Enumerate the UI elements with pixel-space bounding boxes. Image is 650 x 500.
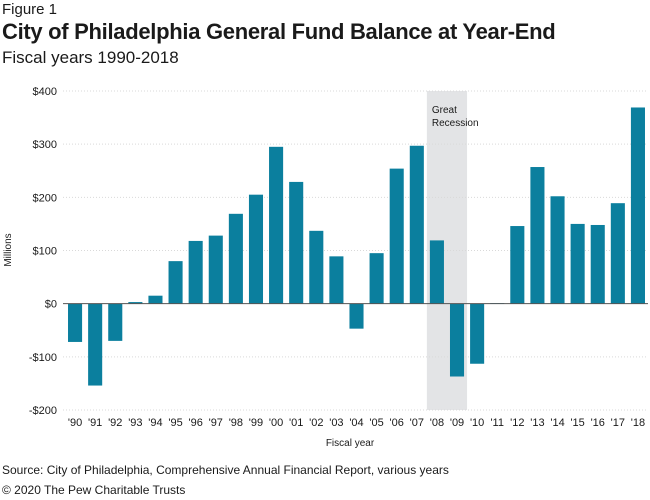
- x-tick-label: '06: [390, 417, 404, 429]
- y-axis-label: Millions: [3, 233, 14, 266]
- bar-18: [630, 107, 645, 304]
- x-tick-label: '14: [550, 417, 564, 429]
- x-tick-label: '13: [530, 417, 544, 429]
- bar-95: [168, 261, 183, 304]
- bar-04: [349, 303, 364, 329]
- x-tick-label: '02: [309, 417, 323, 429]
- bar-96: [188, 240, 203, 304]
- chart-subtitle: Fiscal years 1990-2018: [2, 48, 179, 67]
- bar-93: [128, 302, 143, 304]
- copyright-note: © 2020 The Pew Charitable Trusts: [2, 483, 186, 497]
- bar-98: [228, 213, 243, 304]
- x-tick-label: '99: [249, 417, 263, 429]
- y-axis-ticks: -$200 -$100 $0 $100 $200 $300 $400: [29, 86, 57, 417]
- y-tick-label: $400: [33, 86, 57, 98]
- x-tick-label: '04: [349, 417, 363, 429]
- x-tick-label: '18: [631, 417, 645, 429]
- x-axis-label: Fiscal year: [326, 438, 375, 449]
- bar-94: [148, 295, 163, 304]
- bar-12: [510, 226, 525, 304]
- y-tick-label: -$100: [29, 352, 57, 364]
- bar-08: [429, 240, 444, 304]
- bar-90: [68, 303, 83, 342]
- chart-title: City of Philadelphia General Fund Balanc…: [2, 19, 556, 44]
- bar-99: [248, 194, 264, 304]
- recession-annotation-line: Great: [432, 105, 457, 116]
- bar-97: [208, 235, 223, 304]
- bar-14: [550, 196, 565, 304]
- x-tick-label: '16: [591, 417, 605, 429]
- x-tick-label: '90: [68, 417, 82, 429]
- x-tick-label: '96: [189, 417, 203, 429]
- x-tick-label: '00: [269, 417, 283, 429]
- x-tick-label: '10: [470, 417, 484, 429]
- bar-16: [590, 224, 605, 304]
- y-tick-label: $100: [33, 246, 57, 258]
- x-tick-label: '08: [430, 417, 444, 429]
- bar-02: [309, 230, 324, 304]
- x-tick-label: '15: [570, 417, 584, 429]
- bar-13: [530, 167, 545, 304]
- x-tick-label: '12: [510, 417, 524, 429]
- bar-91: [88, 303, 103, 386]
- bar-92: [108, 303, 123, 341]
- x-tick-label: '97: [209, 417, 223, 429]
- bar-09: [449, 303, 465, 377]
- y-tick-label: $200: [33, 192, 57, 204]
- x-tick-label: '01: [289, 417, 303, 429]
- bar-00: [269, 146, 284, 304]
- bar-01: [289, 181, 304, 304]
- bar-17: [610, 203, 625, 304]
- bar-15: [570, 223, 585, 304]
- bar-06: [389, 168, 404, 304]
- x-tick-label: '93: [128, 417, 142, 429]
- x-tick-label: '94: [148, 417, 162, 429]
- bar-05: [369, 253, 384, 304]
- x-tick-label: '07: [410, 417, 424, 429]
- x-tick-label: '98: [229, 417, 243, 429]
- recession-annotation: Great Recession: [432, 105, 479, 129]
- x-tick-label: '03: [329, 417, 343, 429]
- x-tick-label: '09: [450, 417, 464, 429]
- bar-10: [470, 303, 485, 364]
- source-note: Source: City of Philadelphia, Comprehens…: [2, 463, 449, 477]
- y-tick-label: $0: [45, 299, 57, 311]
- y-tick-label: $300: [33, 139, 57, 151]
- x-tick-label: '95: [168, 417, 182, 429]
- bar-07: [409, 145, 424, 304]
- figure-label: Figure 1: [2, 1, 58, 18]
- x-tick-label: '91: [88, 417, 102, 429]
- x-axis-ticks: '90 '91 '92 '93 '94 '95 '96 '97 '98 '99 '00 '01 '02 '…: [68, 417, 645, 429]
- bars: [68, 107, 645, 386]
- x-tick-label: '17: [611, 417, 625, 429]
- x-tick-label: '05: [369, 417, 383, 429]
- x-tick-label: '92: [108, 417, 122, 429]
- bar-03: [329, 256, 344, 304]
- recession-annotation-line: Recession: [432, 118, 479, 129]
- x-tick-label: '11: [490, 417, 504, 429]
- bar-chart: Great Recession -$200 -$100 $0 $100 $200 $300 $…: [3, 86, 648, 449]
- y-tick-label: -$200: [29, 405, 57, 417]
